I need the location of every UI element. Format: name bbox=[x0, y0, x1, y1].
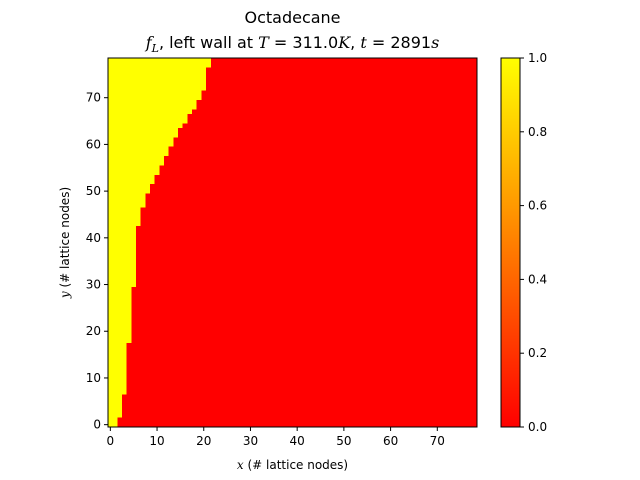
plot-frame bbox=[107, 57, 478, 428]
subtitle-K: K bbox=[338, 33, 351, 52]
liquid-region bbox=[108, 58, 211, 427]
colorbar-tick-label: 0.0 bbox=[528, 420, 547, 434]
x-tick-label: 0 bbox=[107, 434, 115, 448]
subtitle-quantity: f bbox=[145, 33, 152, 52]
subtitle-s: s bbox=[431, 33, 440, 52]
x-tick-label: 20 bbox=[196, 434, 211, 448]
x-tick-label: 70 bbox=[430, 434, 445, 448]
colorbar-tick-label: 0.8 bbox=[528, 125, 547, 139]
subtitle-comma: , bbox=[350, 33, 361, 52]
subtitle-eq2: = 2891 bbox=[366, 33, 432, 52]
colorbar bbox=[501, 58, 520, 427]
colorbar-tick-label: 0.6 bbox=[528, 199, 547, 213]
subtitle-T: T bbox=[258, 33, 269, 52]
y-tick-label: 40 bbox=[86, 231, 101, 245]
chart-title: Octadecane bbox=[244, 8, 341, 27]
y-axis-label: y (# lattice nodes) bbox=[58, 187, 72, 299]
heatmap bbox=[108, 58, 477, 427]
x-tick-label: 10 bbox=[149, 434, 164, 448]
colorbar-tick-label: 1.0 bbox=[528, 51, 547, 65]
x-axis-label: x (# lattice nodes) bbox=[237, 458, 348, 472]
subtitle-eq1: = 311.0 bbox=[268, 33, 339, 52]
y-tick-label: 0 bbox=[93, 418, 101, 432]
y-tick-label: 60 bbox=[86, 137, 101, 151]
y-tick-label: 30 bbox=[86, 278, 101, 292]
colorbar-ticks: 0.0 0.2 0.4 0.6 0.8 1.0 bbox=[520, 51, 547, 434]
colorbar-tick-label: 0.2 bbox=[528, 346, 547, 360]
subtitle-t: t bbox=[360, 33, 367, 52]
chart-subtitle: fL, left wall at T = 311.0K, t = 2891s bbox=[108, 33, 477, 59]
x-tick-label: 50 bbox=[336, 434, 351, 448]
x-axis-ticks: 0 10 20 30 40 50 60 70 bbox=[107, 427, 445, 448]
colorbar-tick-label: 0.4 bbox=[528, 272, 547, 286]
subtitle-quantity-sub: L bbox=[151, 42, 159, 56]
y-axis-ticks: 0 10 20 30 40 50 60 70 bbox=[86, 91, 108, 432]
x-tick-label: 60 bbox=[383, 434, 398, 448]
subtitle-text-mid: , left wall at bbox=[158, 33, 259, 52]
x-tick-label: 40 bbox=[290, 434, 305, 448]
x-tick-label: 30 bbox=[243, 434, 258, 448]
colorbar-frame bbox=[500, 57, 521, 428]
y-tick-label: 10 bbox=[86, 371, 101, 385]
y-tick-label: 70 bbox=[86, 91, 101, 105]
y-tick-label: 20 bbox=[86, 324, 101, 338]
y-tick-label: 50 bbox=[86, 184, 101, 198]
